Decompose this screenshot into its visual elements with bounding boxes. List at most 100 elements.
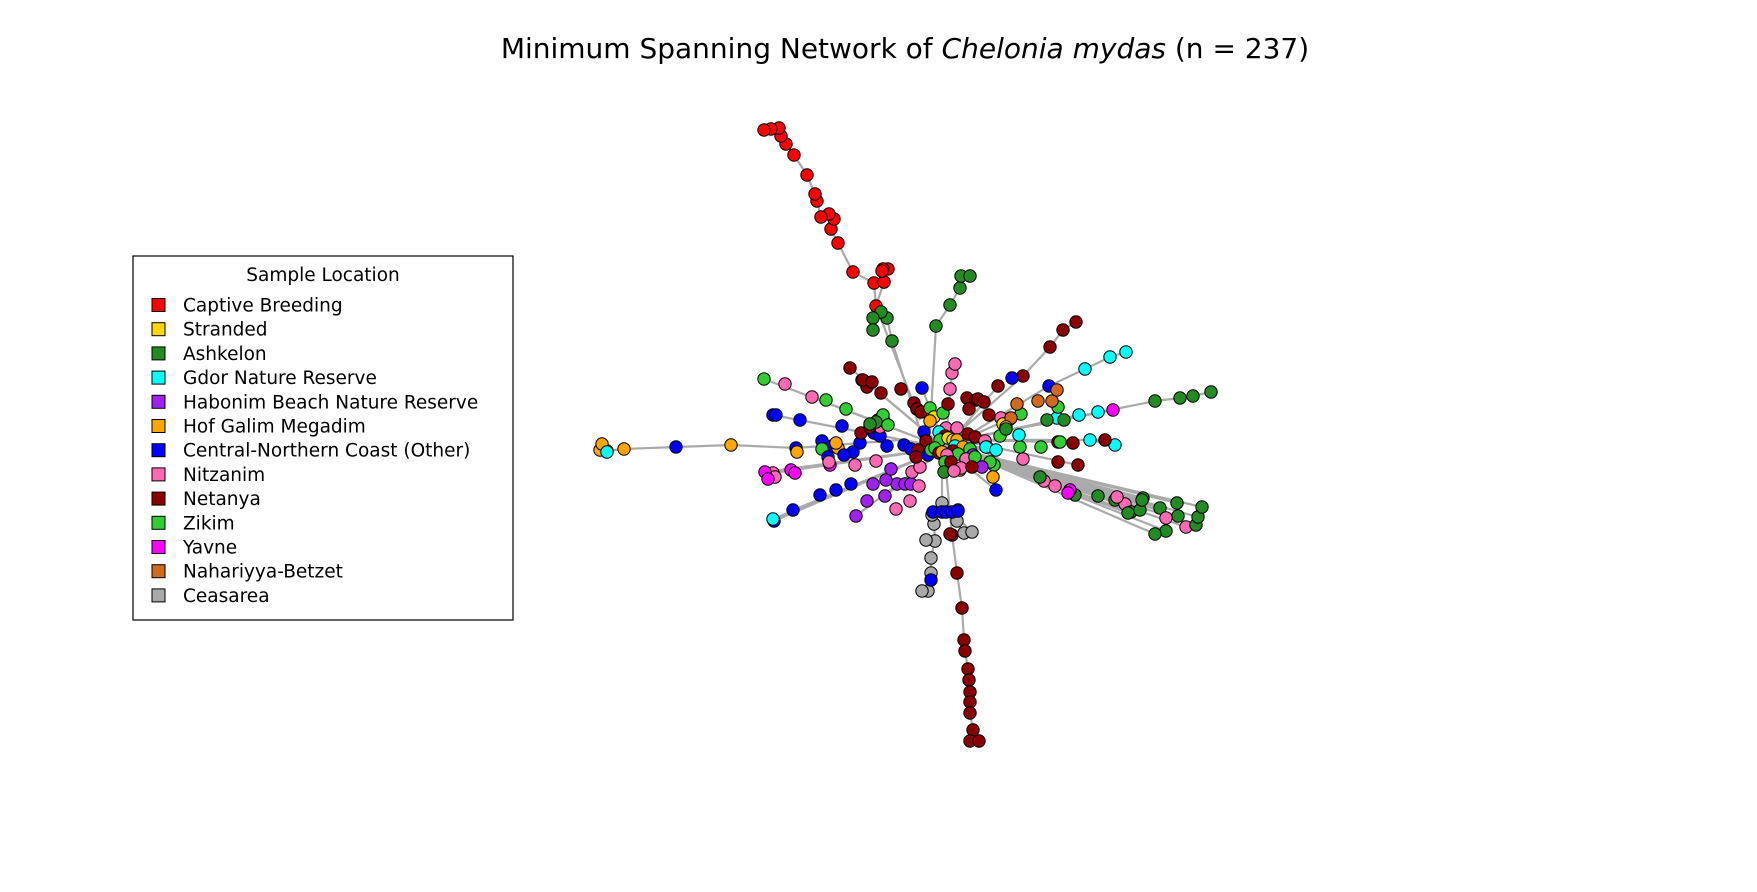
- network-node: [1050, 383, 1064, 397]
- network-node: [869, 454, 883, 468]
- network-node: [1148, 527, 1162, 541]
- network-node: [991, 379, 1005, 393]
- legend-swatch: [151, 491, 166, 506]
- network-node: [948, 357, 962, 371]
- network-node: [1051, 455, 1065, 469]
- legend-label: Ashkelon: [183, 344, 267, 365]
- legend-label: Captive Breeding: [183, 296, 343, 317]
- network-node: [1061, 486, 1075, 500]
- network-node: [965, 460, 979, 474]
- legend-swatch: [151, 515, 166, 530]
- network-node: [894, 382, 908, 396]
- network-node: [757, 123, 771, 137]
- legend-swatch: [151, 298, 166, 312]
- network-node: [953, 281, 967, 295]
- network-node: [1119, 345, 1133, 359]
- network-node: [943, 527, 957, 541]
- network-node: [617, 442, 631, 456]
- network-edge: [675, 443, 732, 449]
- network-node: [880, 439, 894, 453]
- title-suffix: (n = 237): [1166, 32, 1309, 65]
- legend-swatch: [151, 540, 166, 554]
- network-node: [829, 483, 843, 497]
- network-node: [889, 502, 903, 516]
- network-node: [963, 269, 977, 283]
- legend-label: Stranded: [183, 320, 268, 341]
- network-node: [793, 413, 807, 427]
- network-node: [1012, 428, 1026, 442]
- network-edges: [598, 126, 1212, 743]
- network-node: [962, 673, 976, 687]
- network-node: [1091, 489, 1105, 503]
- network-node: [837, 448, 851, 462]
- network-node: [1091, 405, 1105, 419]
- network-node: [866, 477, 880, 491]
- legend-swatch: [151, 394, 166, 409]
- legend-label: Nitzanim: [183, 465, 265, 486]
- network-node: [950, 421, 964, 435]
- legend-label: Hof Galim Megadim: [183, 417, 366, 438]
- network-node: [881, 418, 895, 432]
- network-node: [1057, 413, 1071, 427]
- legend-label: Zikim: [183, 513, 235, 534]
- legend: Sample Location Captive Breeding Stranded…: [132, 255, 514, 621]
- network-node: [1053, 435, 1067, 449]
- network-node: [989, 443, 1003, 457]
- network-node: [924, 551, 938, 565]
- network-node: [924, 573, 938, 587]
- network-node: [839, 402, 853, 416]
- network-node: [1040, 413, 1054, 427]
- network-node: [790, 445, 804, 459]
- network-node: [1148, 394, 1162, 408]
- network-node: [912, 479, 926, 493]
- network-node: [950, 566, 964, 580]
- network-node: [923, 414, 937, 428]
- network-node: [814, 210, 828, 224]
- network-node: [866, 311, 880, 325]
- network-node: [1195, 500, 1209, 514]
- legend-label: Habonim Beach Nature Reserve: [183, 392, 478, 413]
- network-node: [1010, 397, 1024, 411]
- legend-swatch: [151, 322, 166, 337]
- network-node: [986, 470, 1000, 484]
- network-node: [1034, 440, 1048, 454]
- network-node: [1159, 524, 1173, 538]
- network-node: [844, 477, 858, 491]
- network-node: [1098, 433, 1112, 447]
- network-node: [1153, 501, 1167, 515]
- network-node: [1033, 470, 1047, 484]
- network-node: [955, 601, 969, 615]
- network-node: [999, 422, 1013, 436]
- network-node: [819, 393, 833, 407]
- legend-swatch: [151, 370, 166, 385]
- network-node: [947, 464, 961, 478]
- network-node: [951, 504, 965, 518]
- network-node: [878, 489, 892, 503]
- network-node: [1013, 440, 1027, 454]
- network-node: [874, 386, 888, 400]
- network-node: [835, 419, 849, 433]
- network-node: [885, 334, 899, 348]
- network-node: [1016, 452, 1030, 466]
- network-node: [849, 509, 863, 523]
- network-node: [1043, 340, 1057, 354]
- network-node: [1083, 433, 1097, 447]
- network-node: [909, 450, 923, 464]
- network-node: [941, 397, 955, 411]
- network-node: [848, 458, 862, 472]
- legend-swatch: [151, 467, 166, 482]
- network-node: [957, 633, 971, 647]
- network-node: [1171, 509, 1185, 523]
- network-node: [929, 319, 943, 333]
- network-node: [846, 265, 860, 279]
- legend-entries: Captive Breeding Stranded Ashkelon Gdor Nat…: [151, 296, 478, 607]
- network-node: [808, 187, 822, 201]
- legend-swatch: [151, 419, 166, 433]
- network-node: [1159, 511, 1173, 525]
- network-node: [761, 472, 775, 486]
- network-node: [766, 512, 780, 526]
- network-node: [1170, 496, 1184, 510]
- title-species: Chelonia mydas: [942, 32, 1166, 65]
- network-node: [831, 236, 845, 250]
